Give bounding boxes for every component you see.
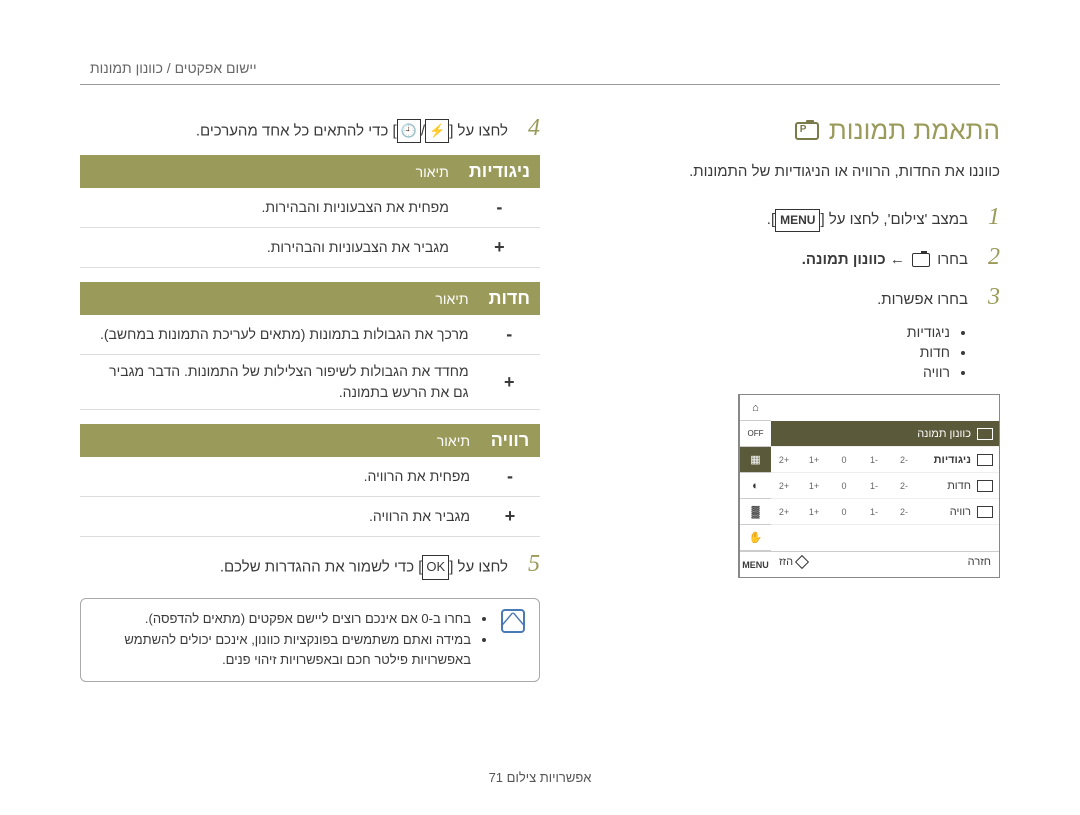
- side-hand-icon: ✋: [740, 525, 771, 551]
- table-row: +מחדד את הגבולות לשיפור הצלילות של התמונ…: [80, 355, 540, 410]
- menu-button-label: MENU: [775, 209, 820, 232]
- dpad-icon: [795, 555, 809, 569]
- table-sharpness: חדותתיאור -מרכך את הגבולות בתמונות (מתאי…: [80, 282, 540, 410]
- bullet-contrast: ניגודיות: [580, 324, 950, 340]
- page-footer: אפשרויות צילום 71: [0, 770, 1080, 785]
- ok-button-label: OK: [422, 555, 449, 580]
- panel-row-adjust: כוונון תמונה: [771, 421, 999, 447]
- step-5: 5 לחצו על [OK] כדי לשמור את ההגדרות שלכם…: [80, 551, 540, 579]
- table-row: -מרכך את הגבולות בתמונות (מתאים לעריכת ה…: [80, 315, 540, 355]
- contrast-icon: [977, 454, 993, 466]
- flash-key-icon: ⚡: [425, 119, 449, 144]
- column-primary: התאמת תמונות כווננו את החדות, הרוויה או …: [580, 115, 1000, 682]
- table-row: -מפחית את הרוויה.: [80, 457, 540, 497]
- panel-footer: חזרה הזז: [771, 551, 999, 572]
- panel-sidebar: ⌂ OFF ▦ ◐ ▓ ✋ MENU: [739, 395, 771, 577]
- intro-text: כווננו את החדות, הרוויה או הניגודיות של …: [580, 160, 1000, 184]
- image-adjust-icon: [977, 428, 993, 440]
- note-icon: ⟋⟍: [501, 609, 525, 633]
- note-item: בחרו ב-0 אם אינכם רוצים ליישם אפקטים (מת…: [91, 609, 471, 630]
- column-secondary: 4 לחצו על [⚡/🕘] כדי להתאים כל אחד מהערכי…: [80, 115, 540, 682]
- side-contrast-icon: ◐: [740, 473, 771, 499]
- camera-program-icon: [795, 122, 819, 140]
- panel-row-saturation: רוויה -2-10+1+2: [771, 499, 999, 525]
- step-4: 4 לחצו על [⚡/🕘] כדי להתאים כל אחד מהערכי…: [80, 115, 540, 143]
- side-blank1: ▓: [740, 499, 771, 525]
- camera-icon: [912, 253, 930, 267]
- table-saturation: רוויהתיאור -מפחית את הרוויה. +מגביר את ה…: [80, 424, 540, 537]
- option-bullets: ניגודיות חדות רוויה: [580, 324, 970, 380]
- table-row: +מגביר את הרוויה.: [80, 497, 540, 537]
- camera-menu-panel: כוונון תמונה ניגודיות -2-10+1+2 חדות -2-…: [738, 394, 1000, 578]
- timer-key-icon: 🕘: [397, 119, 421, 144]
- side-off-icon: OFF: [740, 421, 771, 447]
- step-1: 1 במצב 'צילום', לחצו על [MENU].: [580, 204, 1000, 232]
- bullet-sharpness: חדות: [580, 344, 950, 360]
- title-text: התאמת תמונות: [829, 115, 1000, 146]
- page-title: התאמת תמונות: [580, 115, 1000, 146]
- bullet-saturation: רוויה: [580, 364, 950, 380]
- step-2: 2 בחרו ← כוונון תמונה.: [580, 244, 1000, 272]
- panel-row-contrast: ניגודיות -2-10+1+2: [771, 447, 999, 473]
- note-item: במידה ואתם משתמשים בפונקציות כוונון, אינ…: [91, 630, 471, 672]
- breadcrumb: יישום אפקטים / כוונון תמונות: [80, 60, 1000, 76]
- table-row: -מפחית את הצבעוניות והבהירות.: [80, 188, 540, 228]
- side-adjust-icon: ▦: [740, 447, 771, 473]
- divider: [80, 84, 1000, 85]
- panel-row-sharpness: חדות -2-10+1+2: [771, 473, 999, 499]
- sharpness-icon: [977, 480, 993, 492]
- side-menu-icon: MENU: [740, 551, 771, 577]
- table-row: +מגביר את הצבעוניות והבהירות.: [80, 228, 540, 268]
- note-box: ⟋⟍ בחרו ב-0 אם אינכם רוצים ליישם אפקטים …: [80, 598, 540, 682]
- step-3: 3 בחרו אפשרות.: [580, 284, 1000, 312]
- saturation-icon: [977, 506, 993, 518]
- table-contrast: ניגודיותתיאור -מפחית את הצבעוניות והבהיר…: [80, 155, 540, 268]
- side-home-icon: ⌂: [740, 395, 771, 421]
